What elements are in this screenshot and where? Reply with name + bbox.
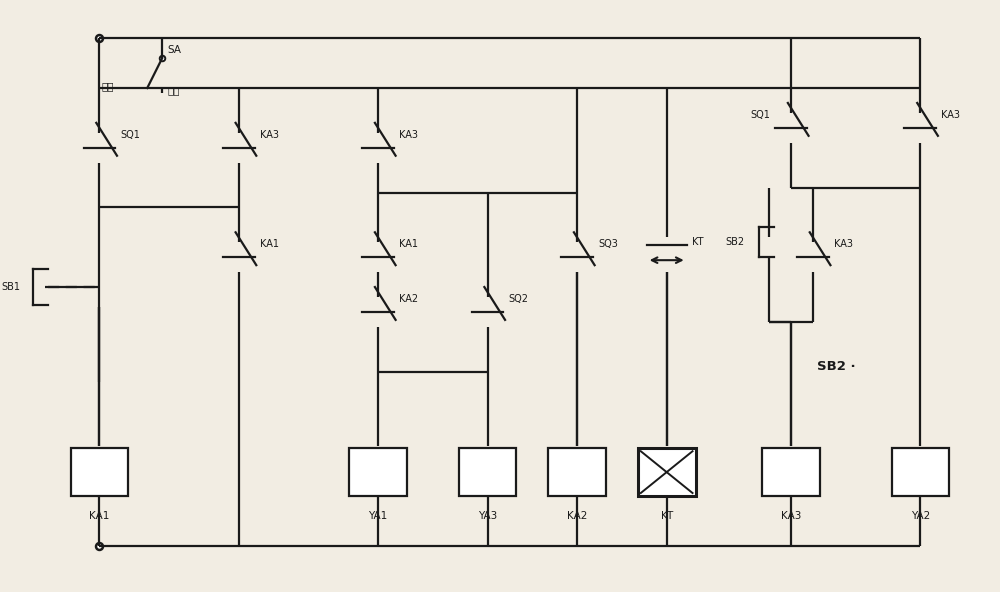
Text: YA2: YA2 <box>911 511 930 521</box>
Bar <box>638 448 696 496</box>
Text: SQ1: SQ1 <box>750 110 770 120</box>
Text: KA1: KA1 <box>260 239 279 249</box>
Text: YA3: YA3 <box>478 511 497 521</box>
Text: KT: KT <box>692 237 703 247</box>
Text: KT: KT <box>661 511 673 521</box>
Bar <box>459 448 516 496</box>
Text: SQ3: SQ3 <box>598 239 618 249</box>
Text: SQ1: SQ1 <box>120 130 140 140</box>
Text: 手动: 手动 <box>101 81 114 91</box>
Text: SB2: SB2 <box>725 237 744 247</box>
Text: 自动: 自动 <box>167 85 180 95</box>
Text: KA3: KA3 <box>260 130 279 140</box>
Text: KA3: KA3 <box>781 511 801 521</box>
Text: KA3: KA3 <box>941 110 960 120</box>
Text: KA3: KA3 <box>399 130 418 140</box>
Bar <box>349 448 407 496</box>
Text: KA3: KA3 <box>834 239 853 249</box>
Text: KA2: KA2 <box>399 294 418 304</box>
Bar <box>762 448 820 496</box>
Text: YA1: YA1 <box>368 511 388 521</box>
Bar <box>71 448 128 496</box>
Text: SB1: SB1 <box>1 282 20 292</box>
Text: SQ2: SQ2 <box>508 294 528 304</box>
Text: SB2 ·: SB2 · <box>817 360 855 373</box>
Text: KA1: KA1 <box>399 239 418 249</box>
Text: KA1: KA1 <box>89 511 110 521</box>
Bar <box>548 448 606 496</box>
Bar <box>892 448 949 496</box>
Text: SA: SA <box>167 45 181 55</box>
Text: KA2: KA2 <box>567 511 587 521</box>
